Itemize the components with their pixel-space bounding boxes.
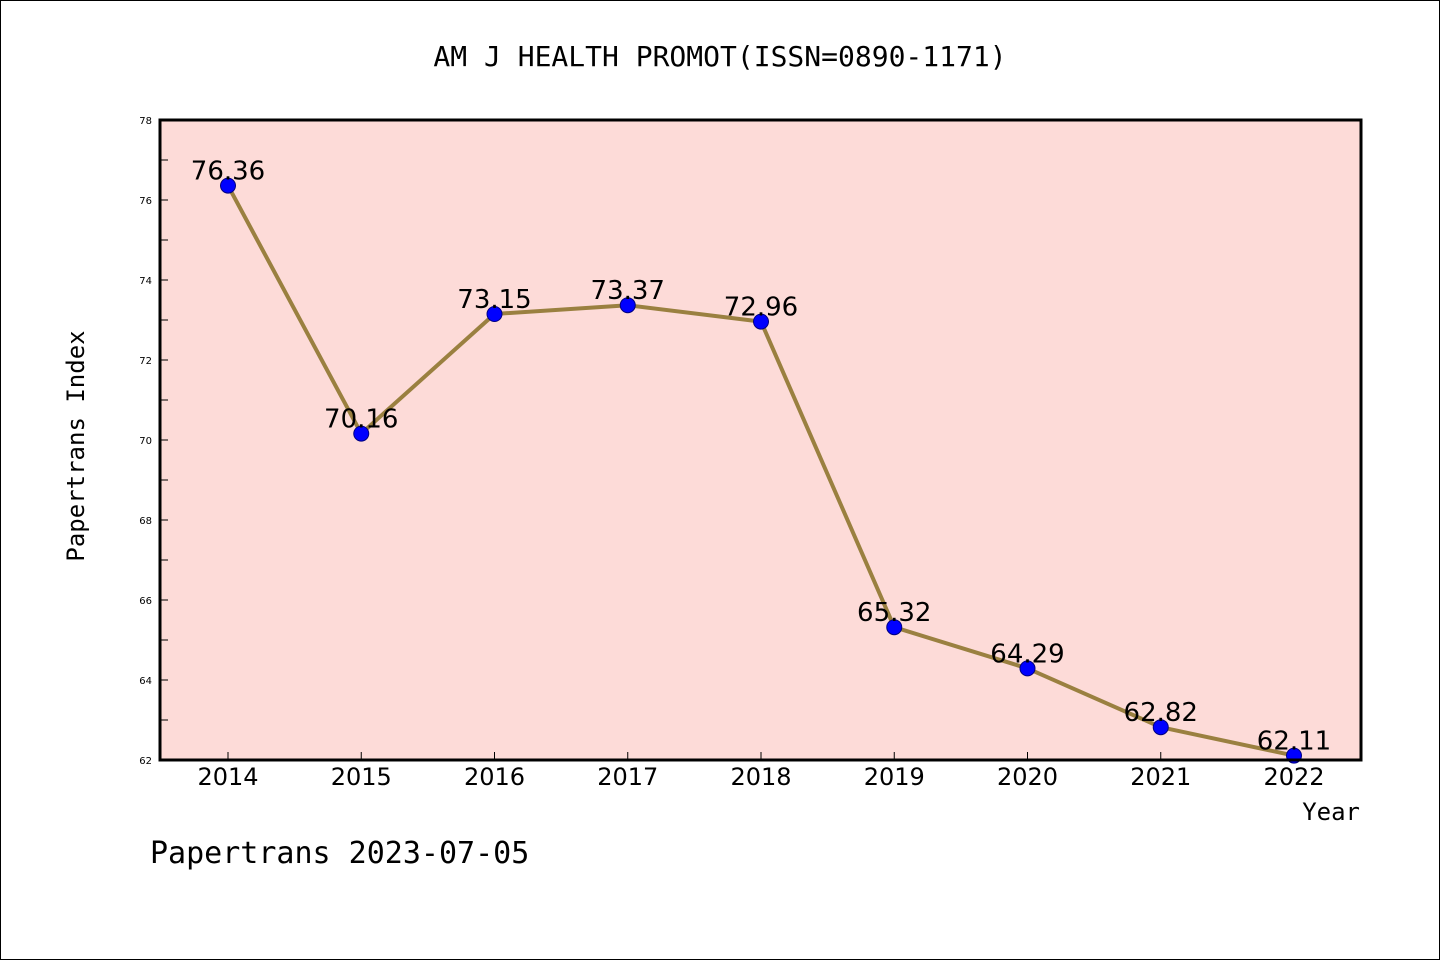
data-point [1019,660,1036,677]
markers-group [220,177,1302,764]
data-point [486,306,503,322]
x-tick-label: 2014 [197,763,258,791]
y-tick-label: 74 [139,276,152,287]
y-axis-label: Papertrans Index [62,330,90,561]
data-point [753,313,769,330]
chart-title: AM J HEALTH PROMOT(ISSN=0890-1171) [433,40,1006,73]
x-tick-label: 2019 [864,763,925,791]
x-tick-label: 2020 [997,763,1058,791]
y-tick-label: 78 [139,116,152,127]
data-labels-group: 76.36 70.16 73.15 73.37 72.96 65.32 64.29 62.82… [191,157,1331,757]
y-tick-label: 68 [139,516,152,527]
x-tick-label: 2018 [730,763,791,791]
plot-border [158,118,1363,762]
y-tick-label: 72 [139,356,152,367]
data-point [1152,719,1169,736]
x-tick-label: 2016 [464,763,525,791]
x-tick-label: 2022 [1263,763,1324,791]
footer-text: Papertrans 2023-07-05 [150,836,529,871]
data-label: 62.82 [1124,698,1198,728]
data-point [353,425,370,442]
y-tick-label: 64 [139,676,152,687]
data-label: 73.37 [591,276,665,306]
x-tick-label: 2015 [331,763,392,791]
data-label: 64.29 [990,639,1064,669]
data-point [220,177,236,194]
data-label: 70.16 [324,405,398,435]
data-point [886,619,903,636]
data-label: 62.11 [1257,727,1331,757]
x-tick-label: 2021 [1130,763,1191,791]
y-tick-label: 70 [139,436,152,447]
x-tick-label: 2017 [597,763,658,791]
y-tick-label: 76 [139,196,152,207]
y-tick-label: 66 [139,596,152,607]
x-axis: 2014 2015 2016 2017 2018 2019 2020 2021 2022 [197,752,1325,791]
y-tick-label: 62 [139,756,152,767]
plot-area [160,120,1361,760]
data-label: 72.96 [724,293,798,323]
data-point [619,297,636,314]
data-label: 65.32 [857,598,931,628]
data-label: 73.15 [457,285,531,315]
data-label: 76.36 [191,157,265,187]
x-axis-label: Year [1302,798,1360,826]
